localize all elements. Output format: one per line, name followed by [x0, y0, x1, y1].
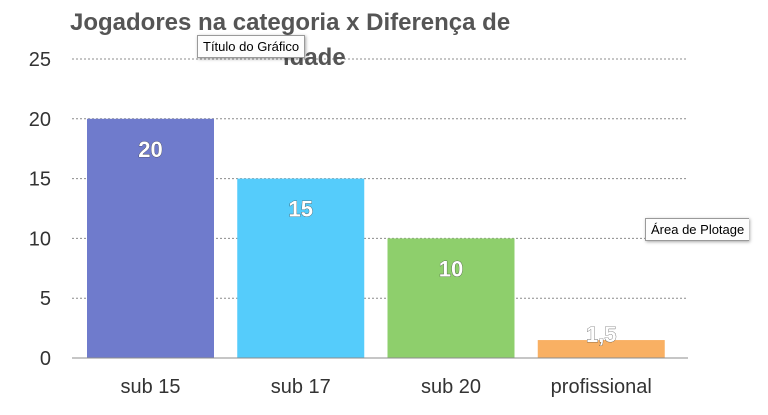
category-label: sub 20	[421, 376, 481, 398]
bar[interactable]	[537, 340, 665, 358]
y-tick-label: 5	[40, 288, 51, 310]
data-label: 15	[289, 197, 313, 222]
y-tick-label: 15	[29, 169, 51, 191]
plot-area-tooltip: Área de Plotage	[645, 218, 750, 241]
category-labels: sub 15 sub 17 sub 20 profissional	[120, 376, 651, 398]
chart-title-tooltip: Título do Gráfico	[197, 35, 306, 58]
chart-title-line1[interactable]: Jogadores na categoria x Diferença de	[70, 9, 510, 36]
data-label: 20	[138, 137, 162, 162]
data-label: 10	[439, 256, 463, 281]
bars	[87, 118, 665, 358]
data-label: 1,5	[586, 322, 617, 347]
category-label: sub 17	[271, 376, 331, 398]
category-label: profissional	[551, 376, 652, 398]
bar[interactable]	[87, 118, 214, 358]
category-label: sub 15	[120, 376, 180, 398]
bar[interactable]	[237, 178, 365, 358]
y-tick-label: 25	[29, 49, 51, 71]
y-axis-ticks: 0 5 10 15 20 25	[29, 49, 51, 370]
grid-lines	[72, 58, 688, 299]
y-tick-label: 10	[29, 228, 51, 250]
bar[interactable]	[387, 238, 515, 358]
y-tick-label: 0	[40, 348, 51, 370]
y-tick-label: 20	[29, 109, 51, 131]
data-labels: 20 15 10 1,5	[138, 137, 617, 348]
